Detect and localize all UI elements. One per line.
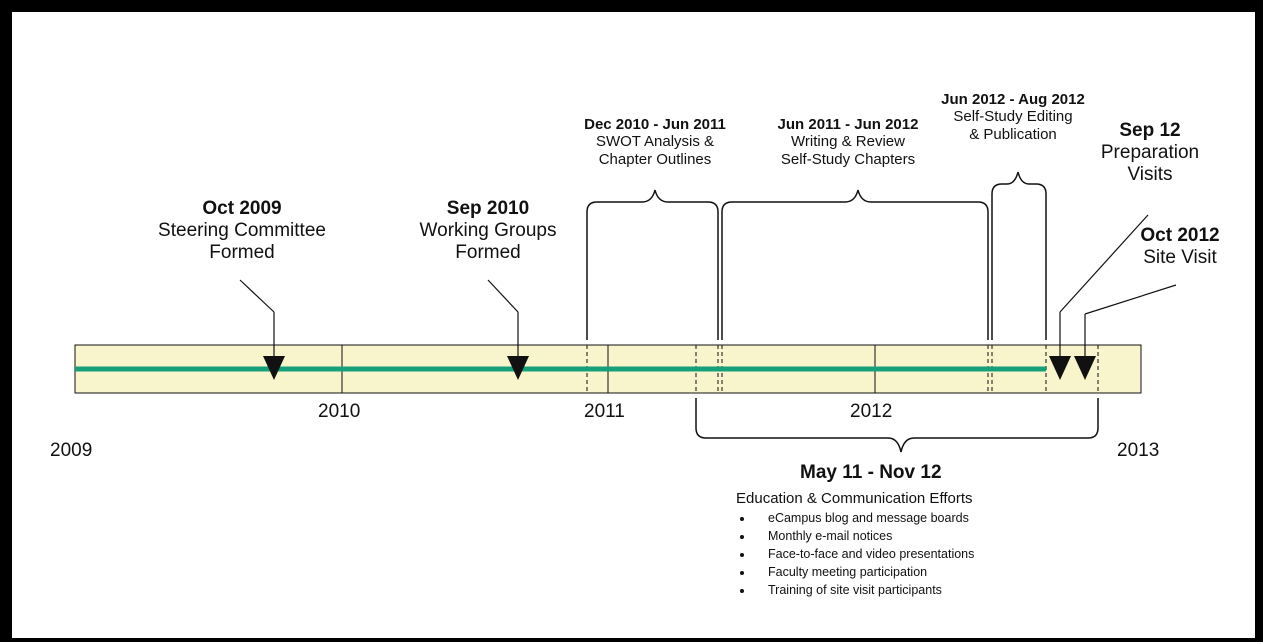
year-label-2011: 2011 [584, 401, 625, 422]
range-text: Chapter Outlines [598, 150, 712, 168]
range-label-editing: Jun 2012 - Aug 2012 Self-Study Editing &… [918, 91, 1108, 143]
year-label-2010: 2010 [318, 401, 361, 422]
event-date: Sep 2010 [446, 198, 530, 219]
list-item: Monthly e-mail notices [754, 527, 974, 545]
event-text: Site Visit [1143, 246, 1217, 268]
brace-swot [586, 189, 719, 340]
event-date: Sep 12 [1119, 120, 1181, 141]
event-marker-oct-2009 [239, 279, 285, 380]
event-label-oct-2009: Oct 2009 Steering Committee Formed [132, 198, 352, 264]
event-text: Steering Committee [158, 219, 326, 241]
event-text: Working Groups [419, 219, 557, 241]
brace-editing [991, 171, 1047, 340]
list-item: Training of site visit participants [754, 581, 974, 599]
communication-date: May 11 - Nov 12 [800, 462, 942, 483]
range-text: Self-Study Editing [953, 108, 1073, 126]
range-date: Dec 2010 - Jun 2011 [584, 116, 726, 133]
event-text: Formed [455, 241, 521, 263]
event-marker-sep-2010 [487, 279, 529, 380]
event-text: Formed [209, 241, 275, 263]
event-label-sep-2010: Sep 2010 Working Groups Formed [388, 198, 588, 264]
event-date: Oct 2012 [1140, 225, 1220, 246]
year-label-2012: 2012 [850, 401, 893, 422]
list-item: eCampus blog and message boards [754, 509, 974, 527]
event-marker-sep-12 [1049, 214, 1149, 380]
communication-list: eCampus blog and message boards Monthly … [736, 509, 974, 599]
range-date: Jun 2012 - Aug 2012 [941, 91, 1085, 108]
event-text: Visits [1127, 163, 1173, 185]
communication-label: May 11 - Nov 12 Education & Communicatio… [736, 462, 1046, 507]
range-text: & Publication [969, 125, 1057, 143]
year-label-2013: 2013 [1117, 440, 1160, 461]
range-date: Jun 2011 - Jun 2012 [777, 116, 919, 133]
event-date: Oct 2009 [202, 198, 282, 219]
brace-communication [695, 398, 1099, 453]
range-text: Self-Study Chapters [780, 150, 916, 168]
event-label-oct-2012: Oct 2012 Site Visit [1120, 225, 1240, 269]
year-label-2009: 2009 [50, 440, 93, 461]
range-text: SWOT Analysis & [595, 133, 715, 151]
event-text: Preparation [1100, 141, 1200, 163]
list-item: Faculty meeting participation [754, 563, 974, 581]
range-label-writing: Jun 2011 - Jun 2012 Writing & Review Sel… [753, 116, 943, 168]
range-text: Writing & Review [791, 133, 905, 151]
range-label-swot: Dec 2010 - Jun 2011 SWOT Analysis & Chap… [560, 116, 750, 168]
brace-writing [721, 189, 989, 340]
communication-title: Education & Communication Efforts [736, 489, 973, 507]
list-item: Face-to-face and video presentations [754, 545, 974, 563]
event-label-sep-12: Sep 12 Preparation Visits [1080, 120, 1220, 186]
event-marker-oct-2012 [1074, 284, 1177, 380]
